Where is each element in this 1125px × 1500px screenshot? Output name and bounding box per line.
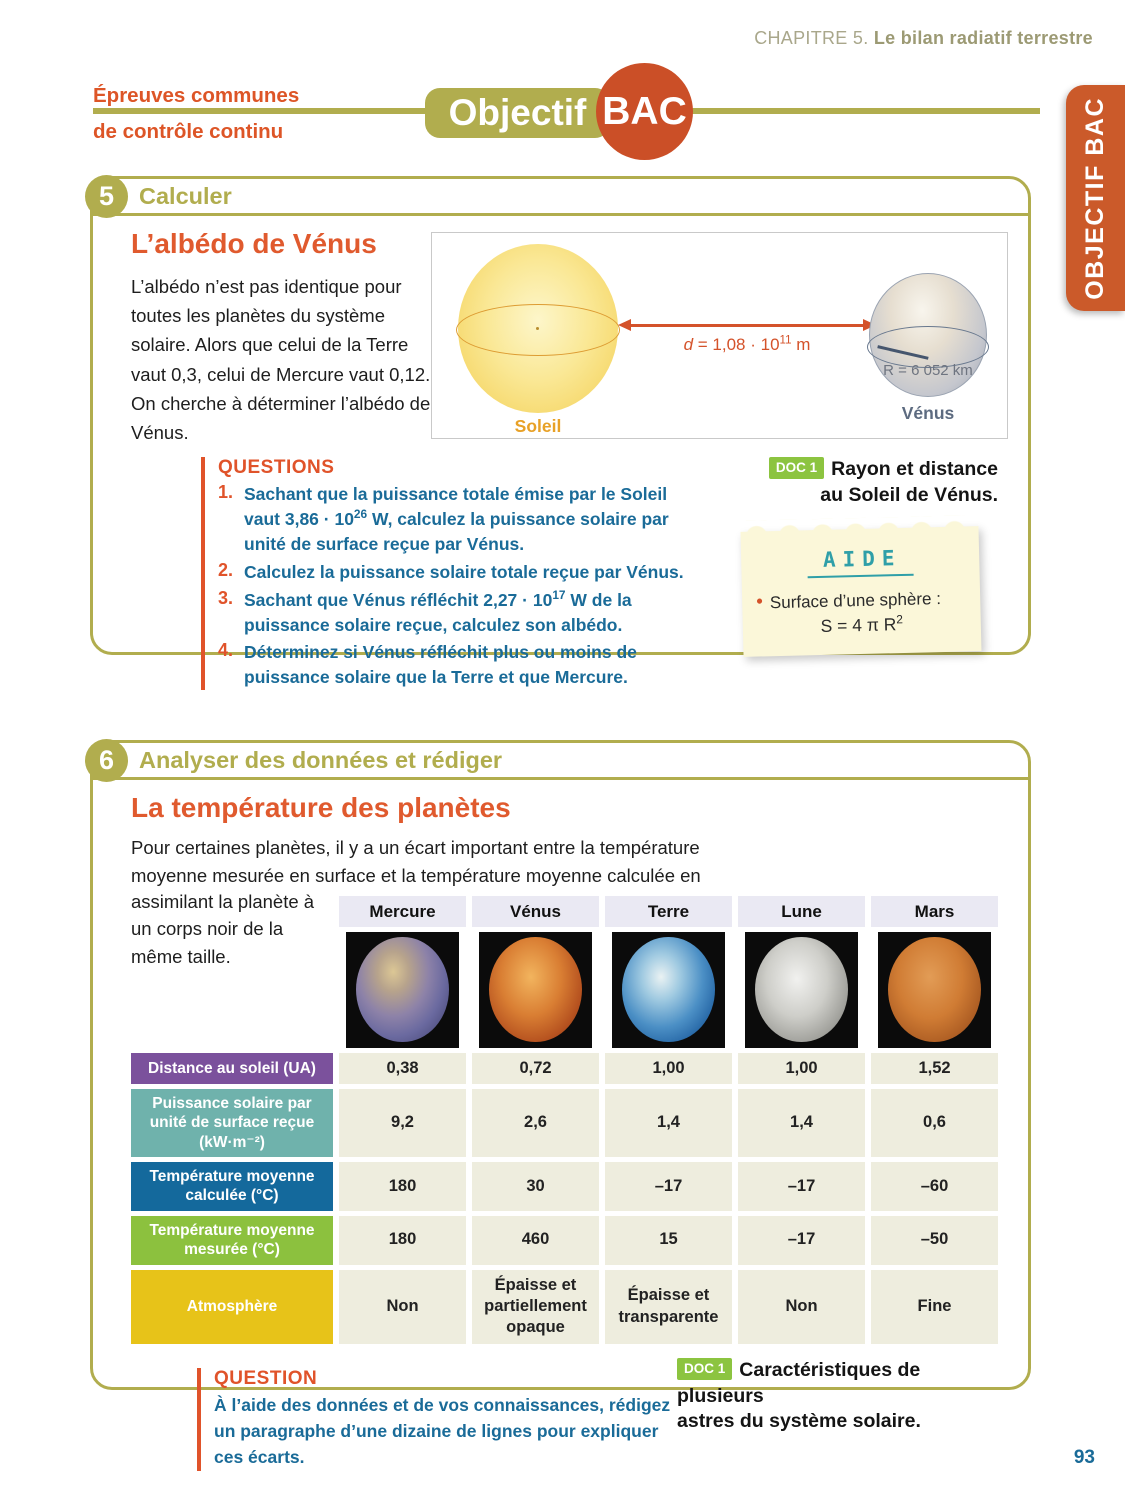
question-item: 1. Sachant que la puissance totale émise… [218, 482, 669, 554]
sun-center-dot [536, 327, 539, 330]
venus-radius-label: R = 6 052 km [883, 362, 973, 379]
column-header-venus: Vénus [472, 895, 599, 927]
table-cell: 15 [605, 1215, 732, 1265]
exercise-6-question: QUESTION À l’aide des données et de vos … [197, 1367, 677, 1471]
planet-data-table: assimilant la planète à un corps noir de… [131, 891, 998, 1344]
planet-image-terre [605, 931, 732, 1048]
venus-label: Vénus [901, 403, 955, 423]
exercise-5-questions: QUESTIONS 1. Sachant que la puissance to… [201, 457, 701, 691]
exercise-6-box: 6 Analyser des données et rédiger La tem… [85, 739, 1031, 1471]
exercise-5-number-badge: 5 [85, 175, 128, 218]
exercise-6-header: 6 Analyser des données et rédiger [85, 739, 1028, 782]
doc1-badge: DOC 1 [677, 1357, 733, 1380]
exercise-5-skill: Calculer [139, 182, 232, 209]
table-cell: Fine [871, 1269, 998, 1344]
table-cell: 0,38 [339, 1052, 466, 1084]
table-cell: 1,00 [605, 1052, 732, 1084]
row-label-distance: Distance au soleil (UA) [131, 1052, 333, 1084]
table-cell: Non [738, 1269, 865, 1344]
question-heading: QUESTION [214, 1367, 318, 1389]
table-cell: Épaisse et partiellement opaque [472, 1269, 599, 1344]
banner: Épreuves communes de contrôle continu Ob… [0, 63, 1125, 180]
column-header-mercure: Mercure [339, 895, 466, 927]
side-tab-label: OBJECTIF BAC [1081, 96, 1109, 300]
aide-title: AIDE [806, 545, 914, 579]
exercise-5-intro: L’albédo n’est pas identique pour toutes… [131, 276, 431, 444]
page-number: 93 [1073, 1447, 1095, 1468]
question-text: À l’aide des données et de vos connaissa… [214, 1394, 671, 1468]
aide-sticky-note: AIDE • Surface d’une sphère : S = 4 π R2 [740, 525, 982, 657]
sun-equator-line [456, 304, 620, 356]
table-cell: 1,4 [605, 1088, 732, 1158]
objectif-badge: Objectif [425, 88, 610, 138]
eyebrow-line1: Épreuves communes [93, 84, 300, 107]
doc1-caption-ex6: DOC 1 Caractéristiques de plusieurs astre… [677, 1357, 921, 1433]
exercise-5-box: 5 Calculer L’albédo de Vénus L’albédo n’… [85, 175, 1031, 691]
venus-equator-line [867, 326, 989, 368]
chapter-title: Le bilan radiatif terrestre [873, 28, 1093, 48]
bac-badge: BAC [596, 63, 693, 160]
distance-arrow [618, 319, 876, 331]
questions-heading: QUESTIONS [218, 457, 335, 479]
planet-image-mars [871, 931, 998, 1048]
table-cell: –17 [738, 1162, 865, 1211]
table-cell: Non [339, 1269, 466, 1344]
table-cell: –17 [738, 1215, 865, 1265]
table-cell: 0,6 [871, 1088, 998, 1158]
doc1-caption-ex5: DOC 1 Rayon et distance au Soleil de Vénu… [724, 457, 998, 508]
aide-bullet-line: • Surface d’une sphère : [755, 588, 942, 613]
table-cell: –50 [871, 1215, 998, 1265]
row-label-puissance: Puissance solaire par unité de surface r… [131, 1088, 333, 1158]
column-header-terre: Terre [605, 895, 732, 927]
column-header-lune: Lune [738, 895, 865, 927]
chapter-label: CHAPITRE 5. [754, 28, 869, 48]
planet-image-mercure [339, 931, 466, 1048]
bullet-icon: • [755, 591, 764, 613]
chapter-header: CHAPITRE 5. Le bilan radiatif terrestre [754, 28, 1093, 49]
planet-image-lune [738, 931, 865, 1048]
exercise-6-number-badge: 6 [85, 739, 128, 782]
exercise-6-intro-side: assimilant la planète à un corps noir de… [131, 890, 315, 968]
sun-venus-diagram: Soleil d = 1,08 · 1011 m R = 6 052 km Vé… [431, 232, 1008, 439]
exercise-6-intro: Pour certaines planètes, il y a un écart… [131, 837, 701, 886]
question-item: 3. Sachant que Vénus réfléchit 2,27 · 10… [218, 587, 632, 635]
row-label-atmosphere: Atmosphère [131, 1269, 333, 1344]
exercise-6-title: La température des planètes [131, 792, 511, 823]
eyebrow-line2: de contrôle continu [93, 120, 284, 143]
planet-image-venus [472, 931, 599, 1048]
aide-formula: S = 4 π R2 [820, 611, 904, 636]
exercise-6-skill: Analyser des données et rédiger [139, 746, 503, 773]
table-cell: 1,4 [738, 1088, 865, 1158]
doc1-badge: DOC 1 [768, 457, 825, 480]
table-cell: 9,2 [339, 1088, 466, 1158]
objectif-bac-side-tab: OBJECTIF BAC [1066, 85, 1125, 311]
table-cell: 1,52 [871, 1052, 998, 1084]
table-cell: 0,72 [472, 1052, 599, 1084]
table-cell: 180 [339, 1215, 466, 1265]
row-label-temp-calculee: Température moyenne calculée (°C) [131, 1162, 333, 1211]
table-cell: 180 [339, 1162, 466, 1211]
table-cell: –60 [871, 1162, 998, 1211]
question-item: 2. Calculez la puissance solaire totale … [218, 559, 684, 582]
table-cell: Épaisse et transparente [605, 1269, 732, 1344]
table-cell: 460 [472, 1215, 599, 1265]
column-header-mars: Mars [871, 895, 998, 927]
exercise-5-header: 5 Calculer [85, 175, 1028, 218]
sun-label: Soleil [514, 416, 562, 436]
table-cell: 1,00 [738, 1052, 865, 1084]
exercise-5-title: L’albédo de Vénus [131, 228, 377, 259]
question-item: 4. Déterminez si Vénus réfléchit plus ou… [218, 640, 637, 688]
table-cell: 30 [472, 1162, 599, 1211]
table-cell: 2,6 [472, 1088, 599, 1158]
table-cell: –17 [605, 1162, 732, 1211]
distance-label: d = 1,08 · 1011 m [683, 334, 811, 354]
row-label-temp-mesuree: Température moyenne mesurée (°C) [131, 1215, 333, 1265]
